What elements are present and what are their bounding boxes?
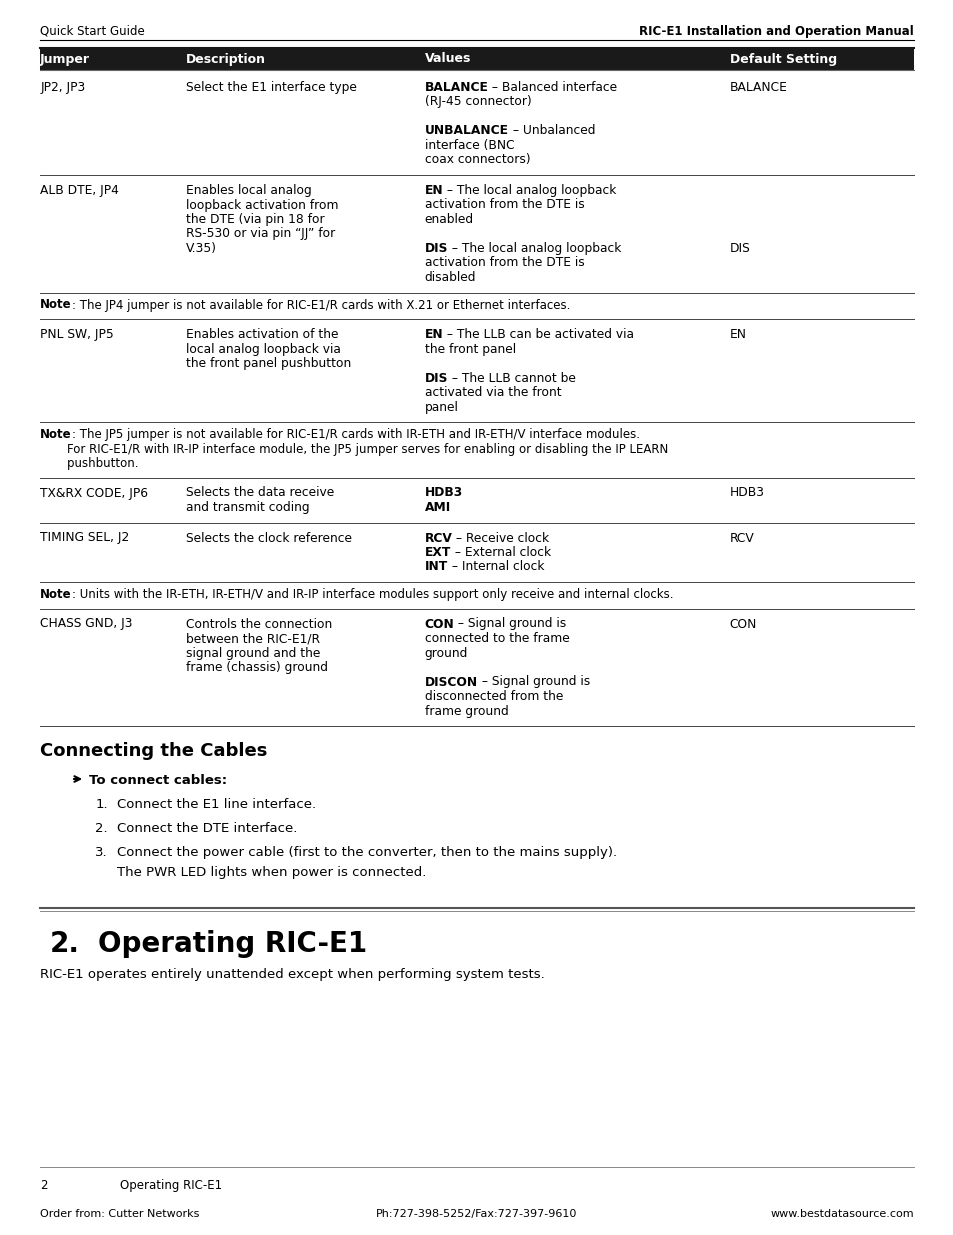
Text: BALANCE: BALANCE	[729, 82, 787, 94]
Text: RCV: RCV	[729, 531, 754, 545]
Text: Operating RIC-E1: Operating RIC-E1	[98, 930, 367, 958]
Text: between the RIC-E1/R: between the RIC-E1/R	[186, 632, 319, 645]
Text: local analog loopback via: local analog loopback via	[186, 342, 340, 356]
Text: : Units with the IR-ETH, IR-ETH/V and IR-IP interface modules support only recei: : Units with the IR-ETH, IR-ETH/V and IR…	[71, 588, 673, 601]
Text: Connect the E1 line interface.: Connect the E1 line interface.	[117, 798, 315, 811]
Text: – External clock: – External clock	[451, 546, 551, 559]
Text: Ph:727-398-5252/Fax:727-397-9610: Ph:727-398-5252/Fax:727-397-9610	[375, 1209, 578, 1219]
Text: JP2, JP3: JP2, JP3	[40, 82, 85, 94]
Text: frame (chassis) ground: frame (chassis) ground	[186, 661, 328, 674]
Text: CON: CON	[424, 618, 454, 631]
Text: Note: Note	[40, 299, 71, 311]
Text: Connecting the Cables: Connecting the Cables	[40, 742, 267, 760]
Text: 3.: 3.	[95, 846, 108, 860]
Text: – Balanced interface: – Balanced interface	[488, 82, 617, 94]
Text: loopback activation from: loopback activation from	[186, 199, 338, 211]
Text: Jumper: Jumper	[40, 53, 90, 65]
Text: : The JP4 jumper is not available for RIC-E1/R cards with X.21 or Ethernet inter: : The JP4 jumper is not available for RI…	[71, 299, 570, 311]
Text: – Signal ground is: – Signal ground is	[454, 618, 566, 631]
Text: BALANCE: BALANCE	[424, 82, 488, 94]
Text: CON: CON	[729, 618, 757, 631]
Text: Select the E1 interface type: Select the E1 interface type	[186, 82, 356, 94]
Text: signal ground and the: signal ground and the	[186, 646, 320, 659]
Text: – Signal ground is: – Signal ground is	[477, 676, 589, 688]
Text: – The LLB can be activated via: – The LLB can be activated via	[443, 329, 634, 341]
Text: The PWR LED lights when power is connected.: The PWR LED lights when power is connect…	[117, 866, 426, 879]
Text: – The local analog loopback: – The local analog loopback	[443, 184, 616, 198]
Text: 2.: 2.	[95, 823, 108, 835]
Text: pushbutton.: pushbutton.	[52, 457, 138, 471]
Text: Description: Description	[186, 53, 266, 65]
Text: DISCON: DISCON	[424, 676, 477, 688]
Text: Default Setting: Default Setting	[729, 53, 836, 65]
Text: Note: Note	[40, 429, 71, 441]
Text: – The LLB cannot be: – The LLB cannot be	[448, 372, 576, 384]
Text: Operating RIC-E1: Operating RIC-E1	[120, 1179, 222, 1192]
Text: Enables local analog: Enables local analog	[186, 184, 312, 198]
Text: and transmit coding: and transmit coding	[186, 501, 310, 514]
Text: Values: Values	[424, 53, 471, 65]
Text: INT: INT	[424, 561, 447, 573]
Text: connected to the frame: connected to the frame	[424, 632, 569, 645]
Text: – The local analog loopback: – The local analog loopback	[448, 242, 620, 254]
Text: : The JP5 jumper is not available for RIC-E1/R cards with IR-ETH and IR-ETH/V in: : The JP5 jumper is not available for RI…	[71, 429, 639, 441]
Text: 1.: 1.	[95, 798, 108, 811]
Text: interface (BNC: interface (BNC	[424, 140, 514, 152]
Text: activation from the DTE is: activation from the DTE is	[424, 257, 583, 269]
Text: the front panel: the front panel	[424, 342, 516, 356]
Text: the DTE (via pin 18 for: the DTE (via pin 18 for	[186, 212, 324, 226]
Text: RIC-E1 operates entirely unattended except when performing system tests.: RIC-E1 operates entirely unattended exce…	[40, 968, 544, 981]
Text: – Receive clock: – Receive clock	[452, 531, 549, 545]
Text: DIS: DIS	[424, 242, 448, 254]
Text: disabled: disabled	[424, 270, 476, 284]
Text: EN: EN	[424, 329, 443, 341]
Text: EN: EN	[424, 184, 443, 198]
Text: Controls the connection: Controls the connection	[186, 618, 332, 631]
Text: disconnected from the: disconnected from the	[424, 690, 562, 703]
Text: 2: 2	[40, 1179, 48, 1192]
Text: RIC-E1 Installation and Operation Manual: RIC-E1 Installation and Operation Manual	[639, 25, 913, 38]
Text: To connect cables:: To connect cables:	[89, 774, 227, 787]
Bar	[40, 48, 913, 70]
Text: Connect the DTE interface.: Connect the DTE interface.	[117, 823, 297, 835]
Text: V.35): V.35)	[186, 242, 216, 254]
Text: – Unbalanced: – Unbalanced	[508, 125, 595, 137]
Text: EXT: EXT	[424, 546, 451, 559]
Text: HDB3: HDB3	[424, 487, 462, 499]
Text: RCV: RCV	[424, 531, 452, 545]
Text: www.bestdatasource.com: www.bestdatasource.com	[769, 1209, 913, 1219]
Text: activated via the front: activated via the front	[424, 387, 560, 399]
Text: PNL SW, JP5: PNL SW, JP5	[40, 329, 113, 341]
Text: Quick Start Guide: Quick Start Guide	[40, 25, 145, 38]
Text: Connect the power cable (first to the converter, then to the mains supply).: Connect the power cable (first to the co…	[117, 846, 617, 860]
Text: Note: Note	[40, 588, 71, 601]
Text: (RJ-45 connector): (RJ-45 connector)	[424, 95, 531, 109]
Text: enabled: enabled	[424, 212, 473, 226]
Text: the front panel pushbutton: the front panel pushbutton	[186, 357, 351, 370]
Text: EN: EN	[729, 329, 746, 341]
Text: frame ground: frame ground	[424, 704, 508, 718]
Text: 2.: 2.	[50, 930, 80, 958]
Text: Selects the clock reference: Selects the clock reference	[186, 531, 352, 545]
Text: ground: ground	[424, 646, 467, 659]
Text: Order from: Cutter Networks: Order from: Cutter Networks	[40, 1209, 199, 1219]
Text: CHASS GND, J3: CHASS GND, J3	[40, 618, 132, 631]
Text: TIMING SEL, J2: TIMING SEL, J2	[40, 531, 130, 545]
Text: TX&RX CODE, JP6: TX&RX CODE, JP6	[40, 487, 148, 499]
Text: AMI: AMI	[424, 501, 451, 514]
Text: Enables activation of the: Enables activation of the	[186, 329, 338, 341]
Text: DIS: DIS	[424, 372, 448, 384]
Text: – Internal clock: – Internal clock	[447, 561, 544, 573]
Text: RS-530 or via pin “JJ” for: RS-530 or via pin “JJ” for	[186, 227, 335, 241]
Text: DIS: DIS	[729, 242, 750, 254]
Text: UNBALANCE: UNBALANCE	[424, 125, 508, 137]
Text: panel: panel	[424, 400, 458, 414]
Text: coax connectors): coax connectors)	[424, 153, 530, 167]
Text: HDB3: HDB3	[729, 487, 764, 499]
Text: activation from the DTE is: activation from the DTE is	[424, 199, 583, 211]
Text: ALB DTE, JP4: ALB DTE, JP4	[40, 184, 119, 198]
Text: For RIC-E1/R with IR-IP interface module, the JP5 jumper serves for enabling or : For RIC-E1/R with IR-IP interface module…	[52, 442, 668, 456]
Text: Selects the data receive: Selects the data receive	[186, 487, 334, 499]
